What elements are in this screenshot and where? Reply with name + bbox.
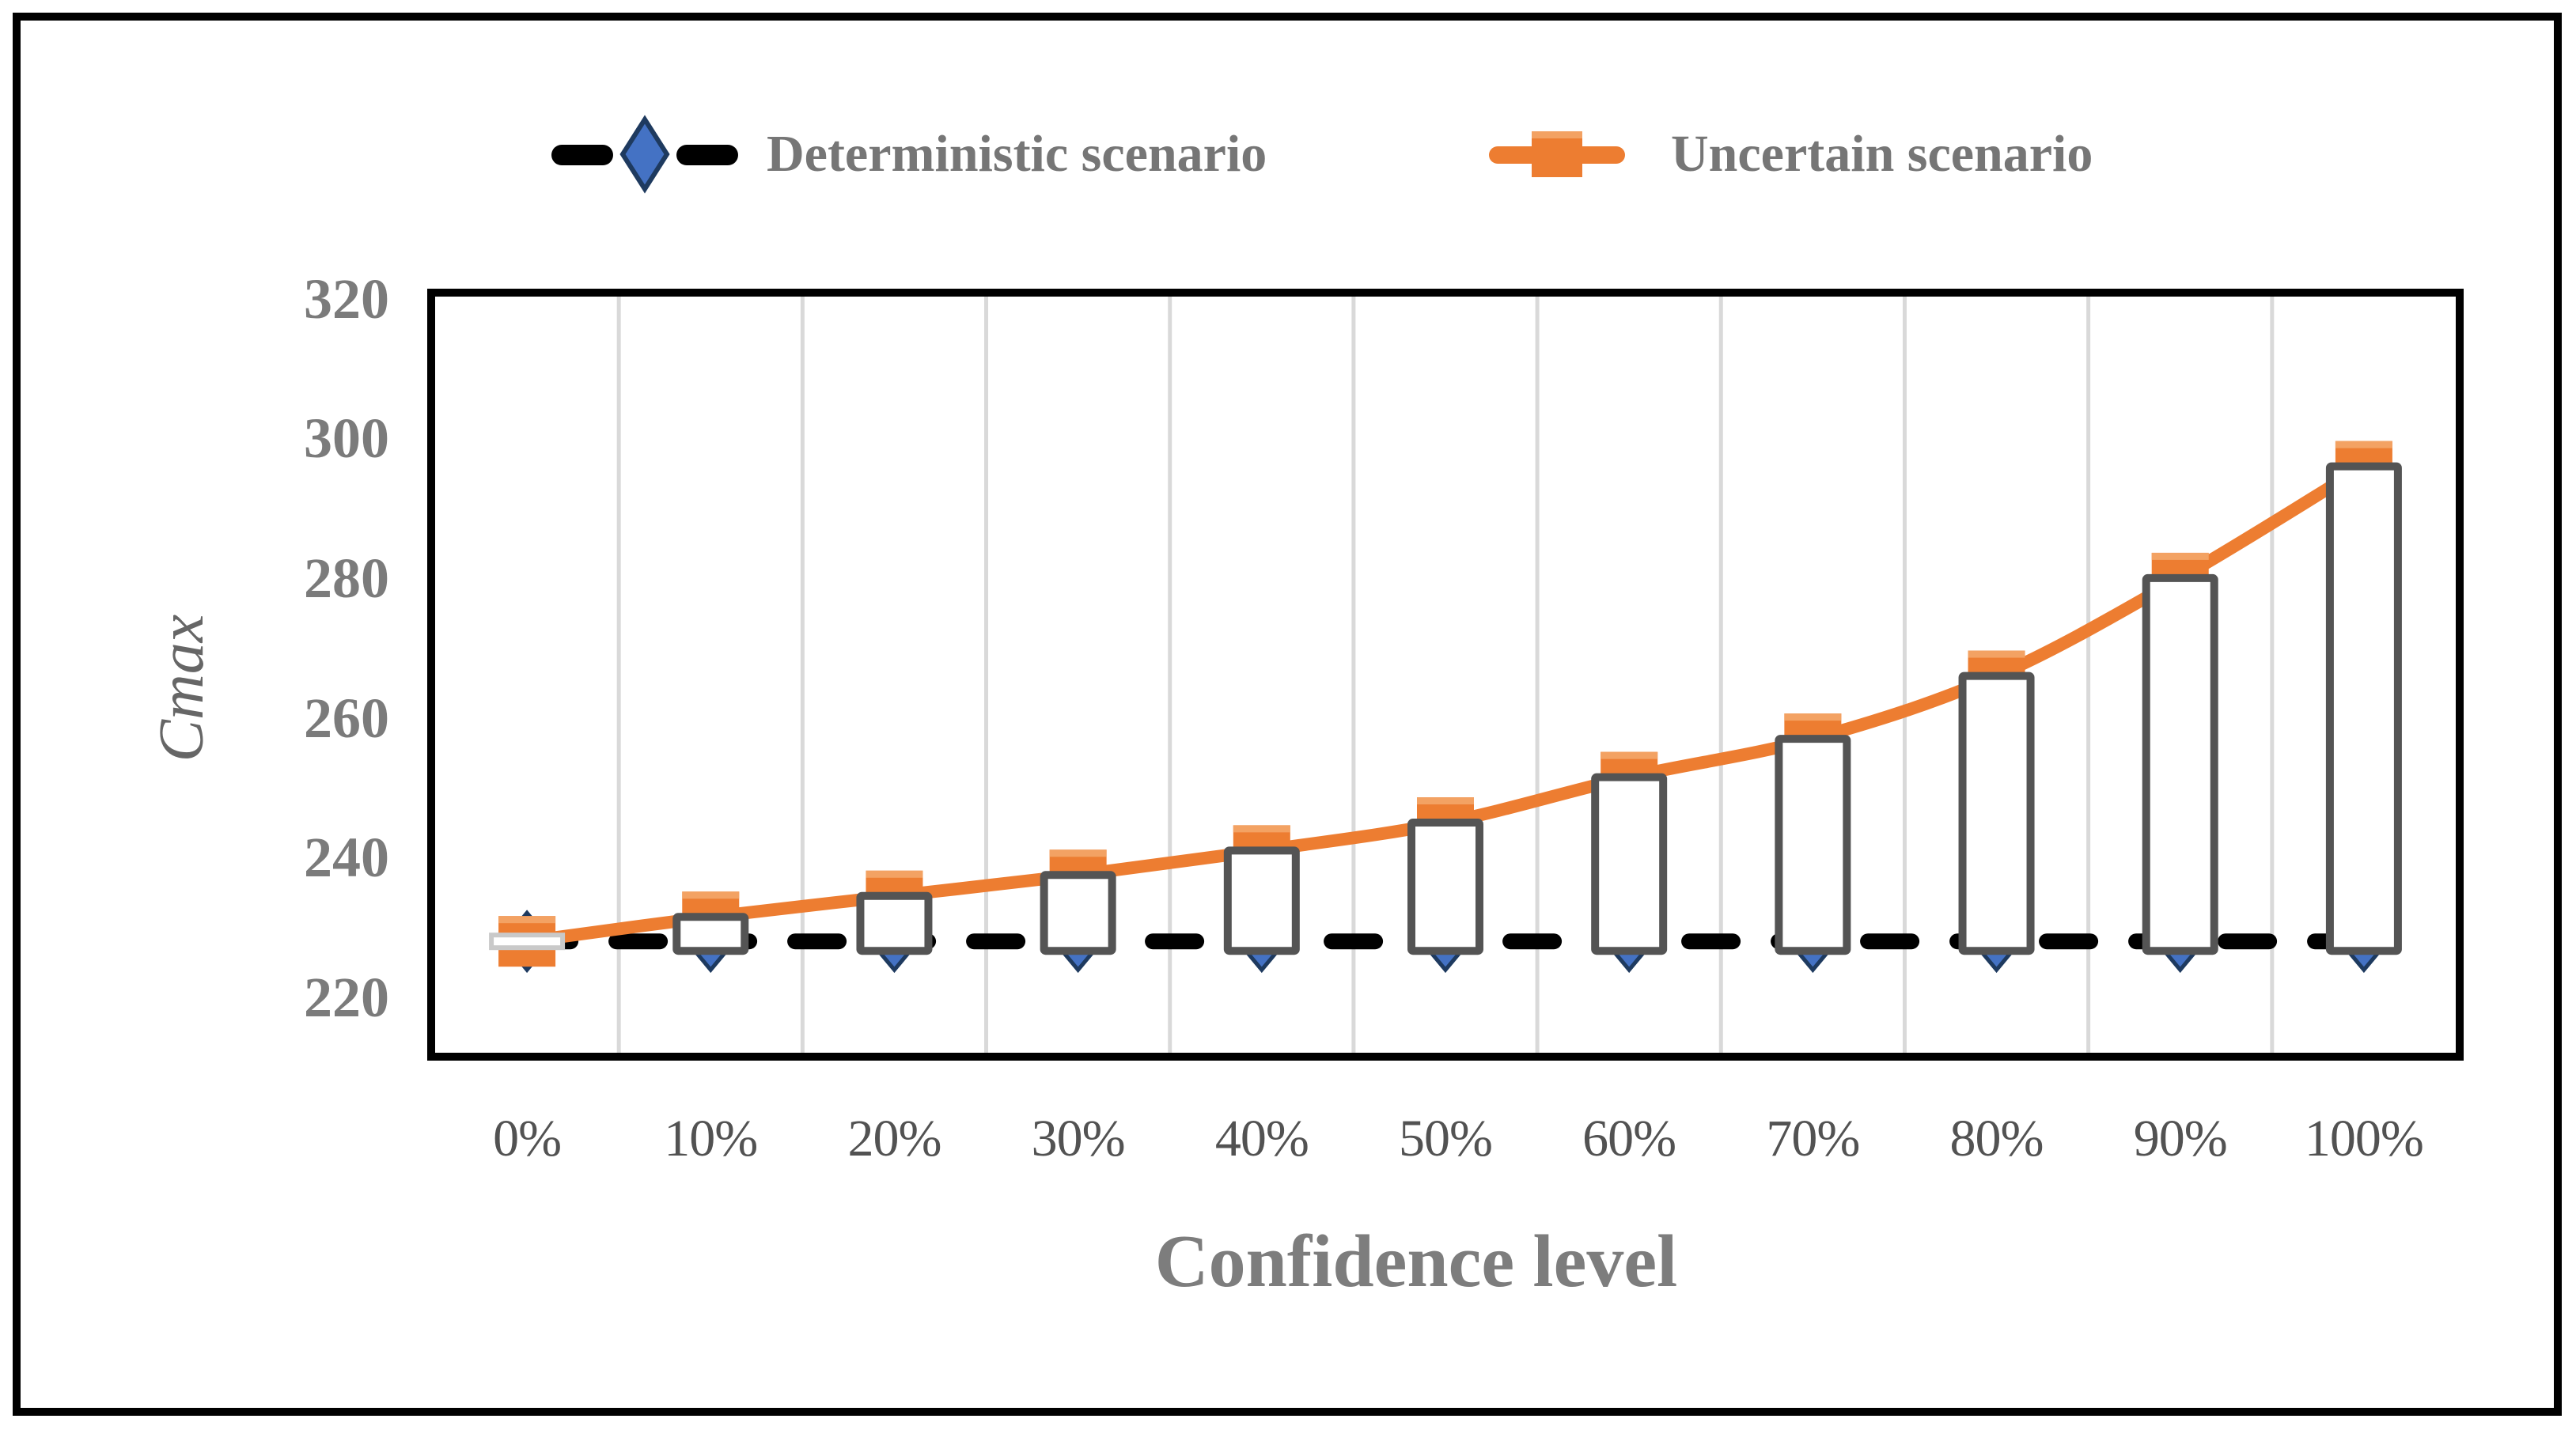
x-tick-label: 40% [1214, 1110, 1309, 1167]
high-low-bar [672, 913, 749, 955]
legend-label: Uncertain scenario [1671, 125, 2093, 183]
y-tick-label: 240 [304, 826, 389, 890]
y-tick-label: 280 [304, 546, 389, 610]
square-marker-highlight [682, 891, 740, 899]
x-tick-label: 60% [1582, 1110, 1676, 1167]
square-marker-highlight [2151, 552, 2209, 560]
x-tick-label: 10% [664, 1110, 758, 1167]
square-marker-highlight [1968, 650, 2025, 658]
high-low-bar-flat [489, 933, 566, 951]
high-low-bar [1223, 846, 1300, 955]
dash-diamond-marker-icon [551, 115, 738, 194]
x-tick-label: 20% [847, 1110, 941, 1167]
figure-border [13, 13, 2562, 1416]
plot-area-border [427, 289, 2464, 1061]
x-tick-label: 0% [493, 1110, 562, 1167]
high-low-bar [1407, 819, 1483, 955]
square-marker-highlight [1233, 825, 1290, 833]
legend-label: Deterministic scenario [767, 125, 1267, 183]
high-low-bar [2325, 462, 2402, 955]
x-tick-label: 30% [1031, 1110, 1126, 1167]
square-marker-highlight [2335, 441, 2392, 448]
legend-item-uncertain: Uncertain scenario [1489, 115, 2093, 194]
x-tick-label: 50% [1399, 1110, 1493, 1167]
square-marker-highlight [1417, 797, 1474, 805]
high-low-bar [1040, 871, 1116, 955]
y-tick-label: 320 [304, 267, 389, 331]
x-axis-title: Confidence level [1154, 1220, 1678, 1303]
y-axis-title: Cmax [147, 614, 217, 762]
high-low-bar [1775, 735, 1851, 955]
square-marker-highlight [1601, 751, 1658, 759]
square-marker-highlight [866, 870, 923, 878]
x-tick-label: 70% [1766, 1110, 1860, 1167]
high-low-bar [856, 891, 933, 955]
x-tick-label: 90% [2133, 1110, 2228, 1167]
square-marker-highlight [1049, 849, 1107, 857]
high-low-bar [1591, 773, 1668, 955]
high-low-bar [1958, 671, 2035, 955]
y-tick-label: 220 [304, 965, 389, 1029]
y-tick-label: 300 [304, 407, 389, 471]
y-tick-label: 260 [304, 686, 389, 750]
square-marker-highlight [498, 916, 556, 924]
x-tick-label: 100% [2304, 1110, 2424, 1167]
square-marker-highlight [1784, 713, 1842, 721]
legend-item-deterministic: Deterministic scenario [550, 115, 1267, 194]
x-tick-label: 80% [1949, 1110, 2044, 1167]
line-square-marker-icon [1489, 131, 1625, 177]
high-low-bar [2142, 573, 2218, 955]
